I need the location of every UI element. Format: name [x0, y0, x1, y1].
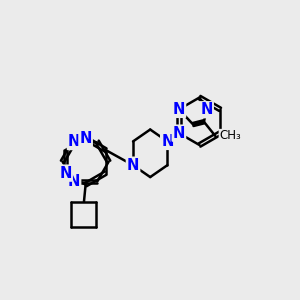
Text: N: N [161, 134, 174, 149]
Text: N: N [173, 126, 185, 141]
Text: CH₃: CH₃ [219, 130, 241, 142]
Text: N: N [59, 166, 72, 181]
Text: N: N [127, 158, 139, 173]
Text: N: N [173, 102, 185, 117]
Text: N: N [200, 102, 213, 117]
Text: N: N [80, 131, 92, 146]
Text: N: N [68, 134, 80, 149]
Text: N: N [68, 174, 80, 189]
